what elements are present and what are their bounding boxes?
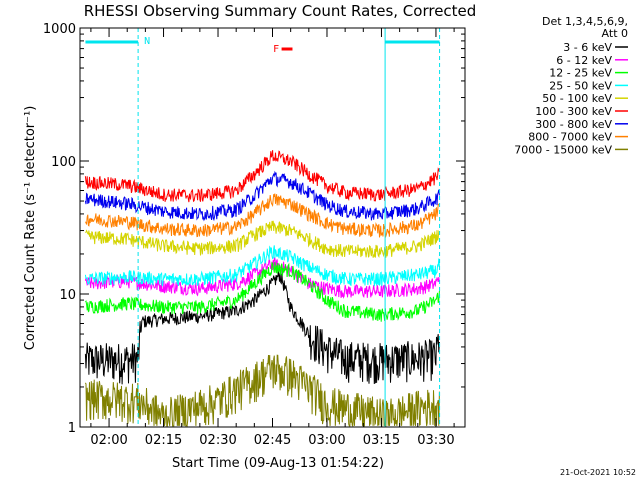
y-tick-label: 100 [51, 155, 76, 170]
series-line-100-300-kev [84, 150, 440, 203]
legend-label-800-7000-kev: 800 - 7000 keV [528, 131, 612, 144]
x-tick-label: 03:15 [363, 433, 400, 448]
x-axis-label: Start Time (09-Aug-13 01:54:22) [172, 456, 384, 471]
x-tick-label: 02:15 [145, 433, 182, 448]
y-tick-label: 1 [68, 421, 76, 436]
annotation-n: N [144, 36, 150, 47]
y-tick-label: 1000 [43, 22, 76, 37]
series-line-300-800-kev [84, 170, 440, 222]
x-tick-label: 02:30 [199, 433, 236, 448]
series-line-7000-15000-kev [84, 354, 440, 428]
x-tick-label: 02:45 [254, 433, 291, 448]
legend-label-7000-15000-kev: 7000 - 15000 keV [514, 143, 612, 156]
legend-label-300-800-kev: 300 - 800 keV [535, 118, 612, 131]
series-line-800-7000-kev [84, 193, 440, 238]
x-tick-label: 02:00 [90, 433, 127, 448]
legend-label-25-50-kev: 25 - 50 keV [549, 79, 612, 92]
legend-header-line-2: Att 0 [602, 27, 628, 40]
series-line-12-25-kev [85, 261, 440, 322]
timestamp: 21-Oct-2021 10:52 [560, 468, 636, 477]
y-axis-label: Corrected Count Rate (s⁻¹ detector⁻¹) [23, 106, 38, 351]
legend-label-6-12-kev: 6 - 12 keV [556, 54, 612, 67]
y-tick-label: 10 [59, 288, 76, 303]
series-line-3-6-kev [84, 270, 440, 385]
legend-header-line-1: Det 1,3,4,5,6,9, [542, 15, 628, 28]
chart-title: RHESSI Observing Summary Count Rates, Co… [84, 2, 477, 20]
series-line-25-50-kev [84, 245, 440, 287]
legend-label-12-25-kev: 12 - 25 keV [549, 67, 612, 80]
series-line-50-100-kev [85, 220, 440, 258]
series-line-6-12-kev [84, 257, 440, 299]
legend-label-50-100-kev: 50 - 100 keV [542, 92, 612, 105]
x-tick-label: 03:00 [308, 433, 345, 448]
legend-label-3-6-kev: 3 - 6 keV [563, 41, 612, 54]
annotation-f: F [273, 44, 279, 55]
legend-label-100-300-kev: 100 - 300 keV [535, 105, 612, 118]
x-tick-label: 03:30 [417, 433, 454, 448]
